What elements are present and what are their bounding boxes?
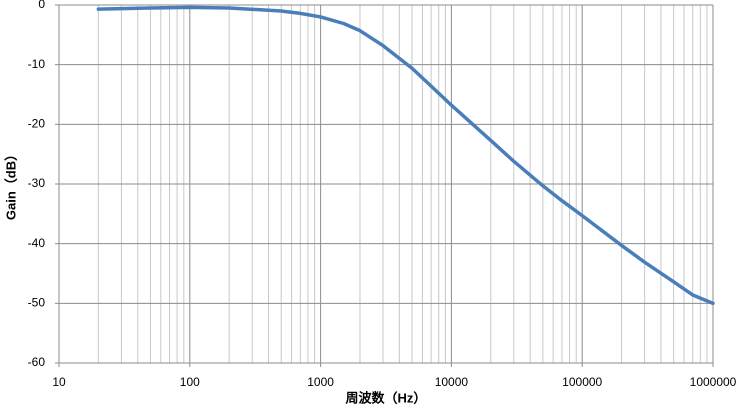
- x-tick-label: 1000: [307, 375, 334, 389]
- y-tick-label: -60: [28, 355, 46, 369]
- y-tick-label: -20: [28, 117, 46, 131]
- x-tick-label: 10000: [435, 375, 469, 389]
- y-axis-title: Gain（dB）: [3, 148, 18, 220]
- x-tick-label: 100000: [562, 375, 602, 389]
- y-tick-label: -40: [28, 236, 46, 250]
- y-tick-label: -30: [28, 176, 46, 190]
- y-tick-label: 0: [38, 0, 45, 11]
- x-axis-title: 周波数（Hz）: [346, 390, 427, 405]
- y-tick-label: -50: [28, 296, 46, 310]
- x-tick-label: 1000000: [690, 375, 737, 389]
- x-tick-label: 10: [52, 375, 66, 389]
- x-tick-label: 100: [180, 375, 200, 389]
- line: [96, 5, 715, 306]
- y-tick-label: -10: [28, 57, 46, 71]
